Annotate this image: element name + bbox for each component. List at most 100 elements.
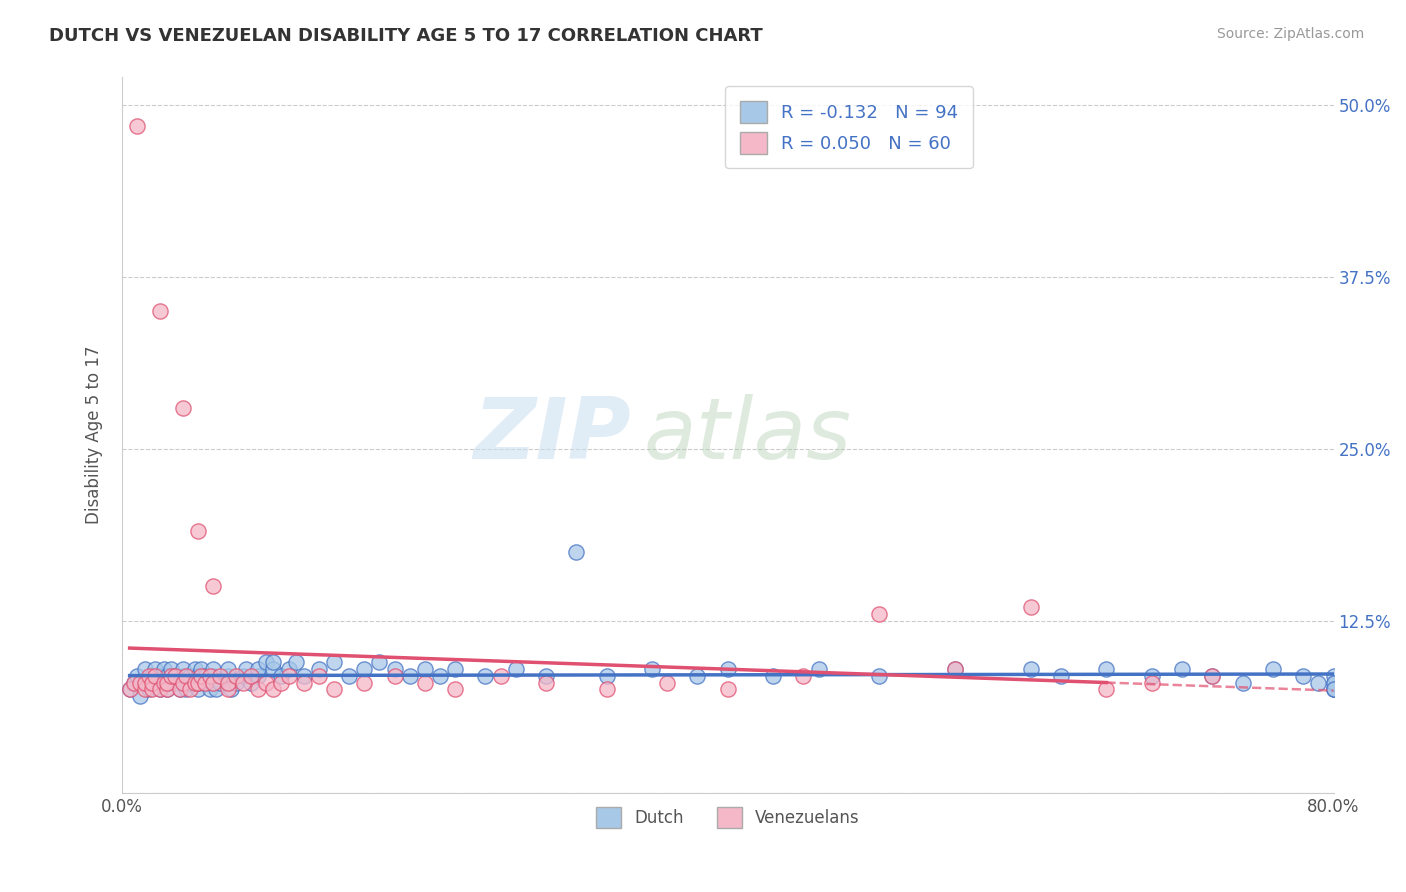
- Point: [398, 669, 420, 683]
- Point: [184, 662, 207, 676]
- Point: [292, 675, 315, 690]
- Point: [179, 675, 201, 690]
- Point: [384, 669, 406, 683]
- Point: [153, 675, 176, 690]
- Point: [565, 545, 588, 559]
- Point: [129, 675, 152, 690]
- Point: [187, 675, 209, 690]
- Point: [156, 669, 179, 683]
- Point: [1140, 669, 1163, 683]
- Point: [1232, 675, 1254, 690]
- Point: [308, 662, 330, 676]
- Point: [156, 682, 179, 697]
- Text: DUTCH VS VENEZUELAN DISABILITY AGE 5 TO 17 CORRELATION CHART: DUTCH VS VENEZUELAN DISABILITY AGE 5 TO …: [49, 27, 763, 45]
- Point: [217, 682, 239, 697]
- Point: [187, 524, 209, 539]
- Point: [1322, 675, 1344, 690]
- Point: [217, 662, 239, 676]
- Point: [201, 675, 224, 690]
- Point: [595, 682, 617, 697]
- Point: [232, 675, 254, 690]
- Point: [194, 675, 217, 690]
- Point: [595, 669, 617, 683]
- Point: [141, 682, 163, 697]
- Point: [247, 662, 270, 676]
- Point: [1140, 675, 1163, 690]
- Point: [159, 669, 181, 683]
- Point: [534, 675, 557, 690]
- Point: [172, 675, 194, 690]
- Point: [353, 675, 375, 690]
- Point: [1322, 669, 1344, 683]
- Point: [254, 675, 277, 690]
- Point: [165, 675, 187, 690]
- Point: [657, 675, 679, 690]
- Point: [127, 119, 149, 133]
- Point: [1322, 675, 1344, 690]
- Point: [184, 675, 207, 690]
- Point: [239, 669, 262, 683]
- Point: [219, 682, 242, 697]
- Point: [1322, 682, 1344, 697]
- Point: [174, 669, 197, 683]
- Point: [1261, 662, 1284, 676]
- Point: [277, 669, 299, 683]
- Point: [194, 675, 217, 690]
- Point: [187, 669, 209, 683]
- Point: [149, 669, 172, 683]
- Point: [807, 662, 830, 676]
- Point: [308, 669, 330, 683]
- Point: [187, 682, 209, 697]
- Point: [174, 682, 197, 697]
- Point: [1201, 669, 1223, 683]
- Point: [1171, 662, 1194, 676]
- Point: [141, 675, 163, 690]
- Point: [429, 669, 451, 683]
- Point: [413, 662, 436, 676]
- Point: [156, 682, 179, 697]
- Point: [1322, 682, 1344, 697]
- Point: [129, 690, 152, 704]
- Point: [285, 655, 308, 669]
- Point: [179, 682, 201, 697]
- Point: [277, 662, 299, 676]
- Point: [198, 669, 221, 683]
- Point: [1322, 682, 1344, 697]
- Point: [254, 655, 277, 669]
- Point: [134, 675, 156, 690]
- Point: [247, 669, 270, 683]
- Point: [134, 675, 156, 690]
- Point: [209, 675, 232, 690]
- Point: [201, 579, 224, 593]
- Point: [179, 669, 201, 683]
- Point: [153, 662, 176, 676]
- Point: [1050, 669, 1073, 683]
- Point: [172, 669, 194, 683]
- Point: [201, 662, 224, 676]
- Point: [762, 669, 785, 683]
- Point: [145, 662, 167, 676]
- Point: [165, 669, 187, 683]
- Point: [1308, 675, 1330, 690]
- Point: [172, 401, 194, 415]
- Point: [263, 662, 285, 676]
- Point: [474, 669, 496, 683]
- Point: [943, 662, 966, 676]
- Point: [717, 682, 740, 697]
- Point: [194, 669, 217, 683]
- Point: [323, 682, 346, 697]
- Point: [270, 669, 292, 683]
- Point: [172, 662, 194, 676]
- Point: [263, 682, 285, 697]
- Point: [138, 682, 160, 697]
- Point: [172, 675, 194, 690]
- Point: [444, 682, 467, 697]
- Point: [198, 682, 221, 697]
- Legend: Dutch, Venezuelans: Dutch, Venezuelans: [589, 801, 866, 834]
- Point: [149, 682, 172, 697]
- Point: [225, 675, 247, 690]
- Point: [149, 304, 172, 318]
- Point: [1095, 662, 1118, 676]
- Point: [141, 675, 163, 690]
- Point: [323, 655, 346, 669]
